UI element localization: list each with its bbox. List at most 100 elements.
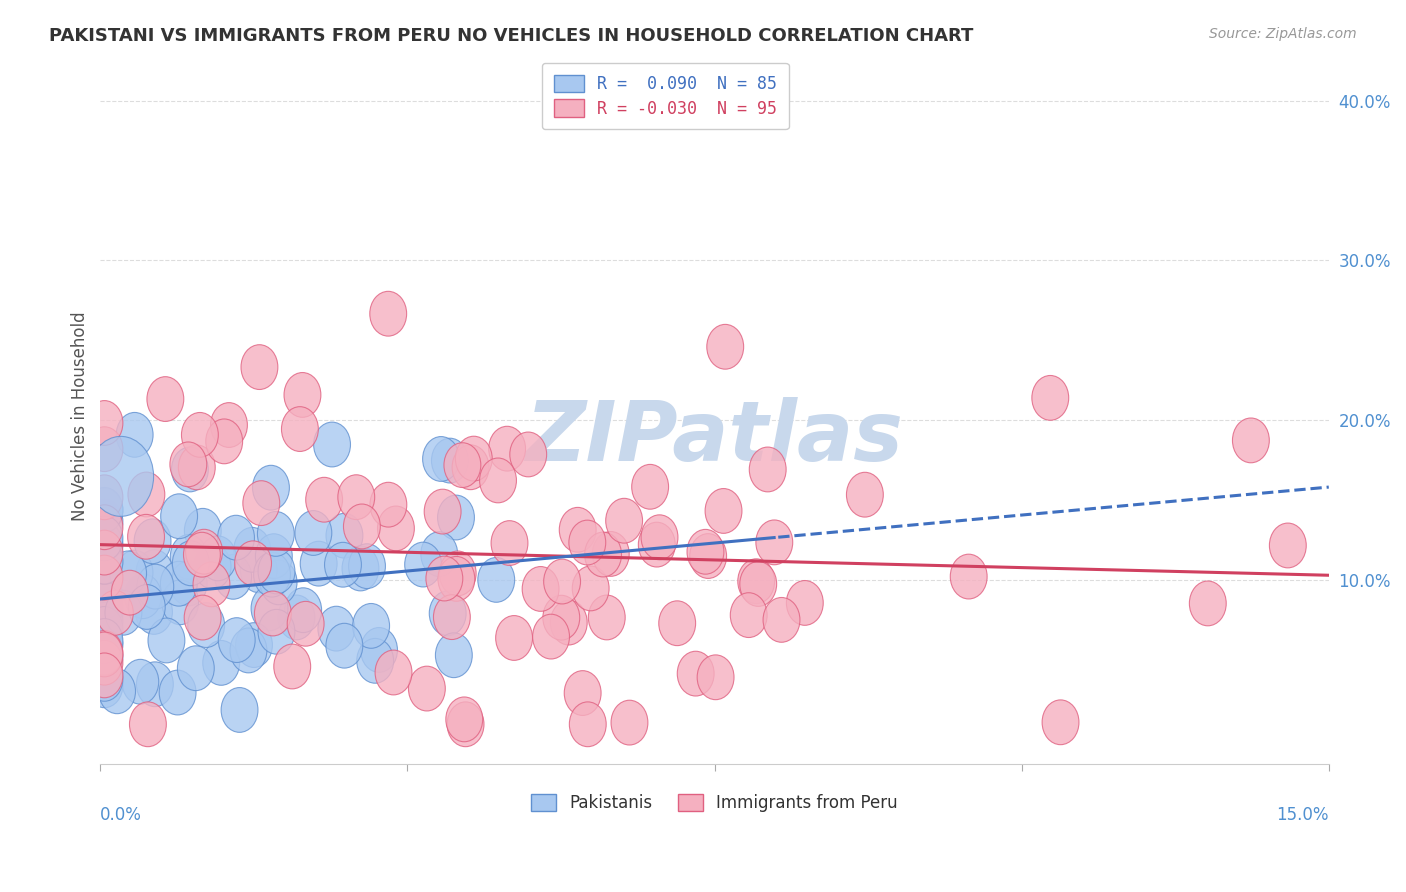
Ellipse shape [200, 536, 236, 581]
Ellipse shape [533, 615, 569, 659]
Ellipse shape [86, 539, 122, 584]
Ellipse shape [496, 615, 533, 660]
Ellipse shape [86, 574, 122, 619]
Ellipse shape [284, 373, 321, 417]
Ellipse shape [738, 558, 775, 604]
Ellipse shape [128, 515, 165, 559]
Ellipse shape [177, 646, 214, 690]
Ellipse shape [420, 532, 458, 576]
Ellipse shape [86, 584, 122, 629]
Ellipse shape [688, 529, 724, 574]
Ellipse shape [697, 655, 734, 699]
Ellipse shape [86, 640, 122, 685]
Ellipse shape [295, 510, 332, 556]
Ellipse shape [184, 595, 221, 640]
Ellipse shape [447, 702, 484, 747]
Ellipse shape [357, 639, 394, 683]
Ellipse shape [491, 521, 527, 566]
Ellipse shape [170, 442, 207, 487]
Ellipse shape [218, 617, 254, 663]
Ellipse shape [446, 697, 482, 742]
Ellipse shape [749, 447, 786, 491]
Ellipse shape [478, 558, 515, 602]
Ellipse shape [763, 598, 800, 642]
Ellipse shape [325, 542, 361, 587]
Ellipse shape [86, 555, 122, 600]
Ellipse shape [170, 534, 207, 580]
Ellipse shape [543, 595, 579, 640]
Text: ZIPatlas: ZIPatlas [526, 397, 904, 478]
Ellipse shape [564, 671, 602, 715]
Ellipse shape [98, 669, 135, 714]
Ellipse shape [136, 549, 173, 595]
Ellipse shape [172, 447, 208, 491]
Ellipse shape [305, 477, 343, 522]
Ellipse shape [274, 644, 311, 689]
Ellipse shape [730, 592, 768, 638]
Ellipse shape [281, 407, 318, 451]
Ellipse shape [756, 520, 793, 565]
Ellipse shape [253, 466, 290, 510]
Ellipse shape [1032, 376, 1069, 420]
Ellipse shape [129, 702, 166, 747]
Ellipse shape [215, 555, 252, 599]
Ellipse shape [194, 544, 231, 589]
Ellipse shape [257, 511, 294, 557]
Ellipse shape [86, 591, 122, 636]
Ellipse shape [86, 599, 122, 643]
Ellipse shape [86, 623, 122, 667]
Ellipse shape [136, 662, 173, 706]
Ellipse shape [260, 560, 297, 605]
Ellipse shape [423, 436, 460, 482]
Ellipse shape [184, 533, 221, 577]
Ellipse shape [342, 546, 378, 591]
Ellipse shape [205, 419, 243, 464]
Ellipse shape [86, 657, 122, 701]
Ellipse shape [678, 651, 714, 696]
Ellipse shape [110, 551, 146, 596]
Ellipse shape [218, 516, 254, 560]
Text: 0.0%: 0.0% [100, 806, 142, 824]
Ellipse shape [173, 541, 209, 586]
Ellipse shape [426, 556, 463, 601]
Ellipse shape [456, 436, 492, 481]
Ellipse shape [86, 523, 122, 567]
Ellipse shape [184, 508, 221, 553]
Ellipse shape [641, 515, 678, 559]
Ellipse shape [86, 401, 122, 445]
Ellipse shape [243, 481, 280, 525]
Ellipse shape [128, 472, 165, 516]
Ellipse shape [592, 532, 630, 576]
Ellipse shape [186, 529, 222, 574]
Ellipse shape [86, 488, 122, 533]
Ellipse shape [128, 584, 166, 630]
Ellipse shape [188, 603, 225, 648]
Ellipse shape [86, 632, 122, 677]
Ellipse shape [111, 570, 148, 615]
Ellipse shape [148, 618, 184, 663]
Ellipse shape [343, 504, 381, 549]
Ellipse shape [259, 549, 295, 594]
Ellipse shape [353, 604, 389, 648]
Ellipse shape [437, 557, 475, 601]
Ellipse shape [550, 600, 588, 645]
Ellipse shape [252, 586, 288, 631]
Ellipse shape [146, 376, 184, 421]
Ellipse shape [256, 533, 292, 579]
Ellipse shape [86, 540, 122, 584]
Ellipse shape [240, 344, 278, 390]
Ellipse shape [631, 465, 669, 509]
Ellipse shape [318, 607, 354, 651]
Ellipse shape [253, 552, 291, 597]
Ellipse shape [134, 519, 172, 564]
Ellipse shape [235, 541, 271, 586]
Ellipse shape [135, 590, 173, 634]
Ellipse shape [233, 527, 270, 572]
Ellipse shape [86, 576, 122, 622]
Ellipse shape [86, 530, 122, 575]
Ellipse shape [612, 700, 648, 745]
Ellipse shape [136, 565, 174, 609]
Ellipse shape [259, 609, 295, 654]
Ellipse shape [221, 688, 257, 732]
Ellipse shape [202, 640, 239, 685]
